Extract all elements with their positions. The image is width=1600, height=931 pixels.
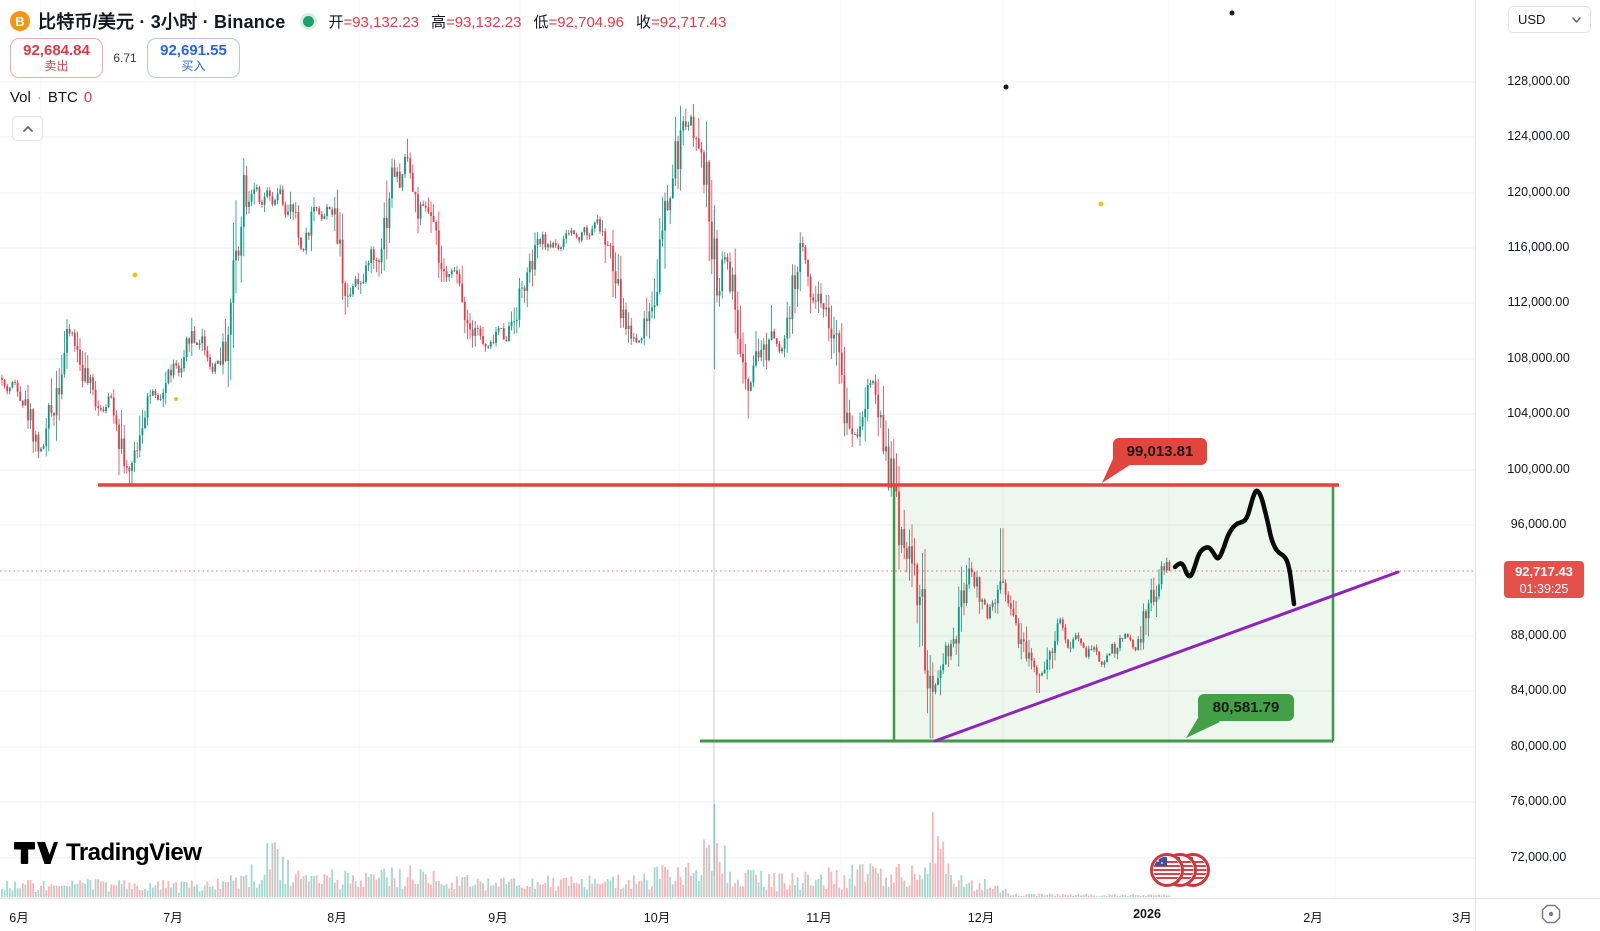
bitcoin-icon: B <box>10 11 30 31</box>
currency-selector-value: USD <box>1518 12 1546 27</box>
volume-label: Vol <box>10 89 31 106</box>
tradingview-logo[interactable]: TradingView <box>14 838 202 868</box>
volume-separator: · <box>36 89 42 106</box>
ohlc-item: 收=92,717.43 <box>635 13 727 31</box>
price-tick-label: 124,000.00 <box>1507 129 1570 143</box>
price-tick-label: 108,000.00 <box>1507 351 1570 365</box>
last-price-label: 92,717.43 01:39:25 <box>1504 561 1584 598</box>
time-tick-label: 9月 <box>488 911 508 925</box>
volume-value: 0 <box>83 89 93 106</box>
us-flag-event-icons[interactable] <box>1147 845 1217 897</box>
market-open-dot <box>303 15 315 27</box>
resistance-price-callout[interactable]: 99,013.81 <box>1113 438 1207 465</box>
price-tick-label: 76,000.00 <box>1510 794 1567 808</box>
time-axis[interactable]: 6月 7月 8月 9月 10月 11月 12月 2026 2月 3月 <box>0 898 1600 931</box>
price-tick-label: 100,000.00 <box>1507 462 1570 476</box>
price-tick-label: 84,000.00 <box>1510 683 1567 697</box>
sell-label: 卖出 <box>44 58 69 73</box>
price-tick-label: 112,000.00 <box>1507 295 1570 309</box>
time-tick-label: 8月 <box>327 911 347 925</box>
buy-label: 买入 <box>181 58 206 73</box>
collapse-pane-button[interactable] <box>12 116 43 141</box>
ohlc-item: 开=93,132.23 <box>328 13 419 31</box>
price-axis[interactable]: USD 128,000.00 124,000.00 120,000.00 116,00… <box>1475 0 1600 898</box>
candlestick-chart[interactable] <box>0 0 1475 898</box>
chevron-down-icon <box>1572 16 1581 23</box>
chevron-up-icon <box>22 125 33 132</box>
time-tick-label: 2月 <box>1303 911 1323 925</box>
time-tick-label: 6月 <box>9 911 29 925</box>
buy-button[interactable]: 92,691.55 买入 <box>147 38 240 78</box>
ohlc-item: 低=92,704.96 <box>533 13 624 31</box>
tradingview-logo-text: TradingView <box>66 839 202 866</box>
price-tick-label: 128,000.00 <box>1507 74 1570 88</box>
spread-value: 6.71 <box>113 51 137 65</box>
last-price-value: 92,717.43 <box>1515 564 1573 579</box>
axis-settings-icon[interactable] <box>1540 903 1562 925</box>
volume-indicator-row: Vol · BTC 0 <box>10 89 92 106</box>
price-tick-label: 120,000.00 <box>1507 185 1570 199</box>
price-tick-label: 88,000.00 <box>1510 628 1567 642</box>
symbol-title[interactable]: 比特币/美元 · 3小时 · Binance <box>38 12 286 32</box>
price-tick-label: 96,000.00 <box>1510 517 1567 531</box>
ohlc-values: 开=93,132.23 高=93,132.23 低=92,704.96 收=92,71… <box>328 11 726 32</box>
volume-unit: BTC <box>47 89 78 106</box>
time-tick-label: 3月 <box>1452 911 1472 925</box>
ohlc-item: 高=93,132.23 <box>430 13 522 31</box>
buy-price: 92,691.55 <box>160 42 227 60</box>
trade-buttons: 92,684.84 卖出 6.71 92,691.55 买入 <box>10 38 240 78</box>
time-tick-label: 7月 <box>163 911 183 925</box>
sell-price: 92,684.84 <box>23 42 90 60</box>
candle-countdown: 01:39:25 <box>1519 581 1569 596</box>
tradingview-logo-icon <box>14 842 58 864</box>
sell-button[interactable]: 92,684.84 卖出 <box>10 38 103 78</box>
price-tick-label: 104,000.00 <box>1507 406 1570 420</box>
time-tick-label: 12月 <box>967 911 995 925</box>
time-tick-label: 2026 <box>1133 907 1161 921</box>
price-tick-label: 80,000.00 <box>1510 739 1567 753</box>
currency-selector[interactable]: USD <box>1508 6 1591 33</box>
price-tick-label: 72,000.00 <box>1510 850 1567 864</box>
support-price-callout[interactable]: 80,581.79 <box>1198 694 1294 721</box>
time-tick-label: 11月 <box>806 911 832 925</box>
chart-header: B 比特币/美元 · 3小时 · Binance 开=93,132.23 高=93… <box>10 8 727 34</box>
axis-corner <box>1475 898 1600 931</box>
price-tick-label: 116,000.00 <box>1507 240 1570 254</box>
time-tick-label: 10月 <box>643 911 671 925</box>
